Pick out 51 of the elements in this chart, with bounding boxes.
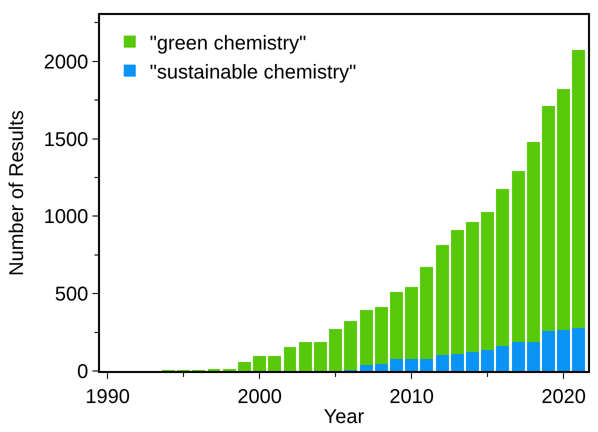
x-tick-label: 2020 <box>541 386 586 408</box>
bar <box>466 222 479 352</box>
bar <box>542 331 555 371</box>
bar <box>405 359 418 371</box>
bar <box>375 364 388 371</box>
bar <box>360 365 373 371</box>
bar <box>420 267 433 359</box>
bar <box>451 354 464 371</box>
x-tick-label: 2010 <box>389 386 434 408</box>
y-tick-label: 2000 <box>44 51 88 74</box>
x-tick-label: 1990 <box>85 386 130 408</box>
bar <box>405 287 418 359</box>
bar <box>329 329 342 371</box>
bar <box>344 321 357 370</box>
y-tick-label: 1500 <box>44 128 88 151</box>
y-tick-label: 1000 <box>44 206 88 228</box>
bar <box>268 356 281 371</box>
bar <box>527 142 540 342</box>
bar <box>360 310 373 365</box>
x-axis-title: Year <box>324 406 365 428</box>
bar <box>314 342 327 371</box>
bar <box>390 359 403 371</box>
bar <box>436 355 449 371</box>
bar <box>451 230 464 354</box>
bar <box>436 245 449 355</box>
legend-label: "sustainable chemistry" <box>150 61 356 84</box>
bar <box>496 346 509 371</box>
legend-label: "green chemistry" <box>150 32 306 54</box>
x-tick-label: 2000 <box>237 386 282 408</box>
bar <box>390 292 403 359</box>
bar <box>572 50 585 328</box>
bar <box>542 106 555 331</box>
y-tick-label: 0 <box>77 361 88 383</box>
y-tick-label: 500 <box>54 284 88 306</box>
bar <box>572 328 585 371</box>
bar <box>284 347 296 371</box>
bar <box>375 307 388 364</box>
bar <box>238 362 251 371</box>
bar <box>557 89 570 330</box>
bar <box>299 342 312 371</box>
bar <box>420 359 433 371</box>
bar <box>512 342 525 371</box>
bar <box>466 352 479 371</box>
bar <box>512 171 525 342</box>
bar <box>481 350 494 371</box>
bar <box>557 330 570 371</box>
bar <box>481 212 494 350</box>
bar <box>253 356 266 371</box>
bar <box>527 342 540 371</box>
y-axis-title: Number of Results <box>6 110 28 276</box>
bar <box>496 189 509 346</box>
